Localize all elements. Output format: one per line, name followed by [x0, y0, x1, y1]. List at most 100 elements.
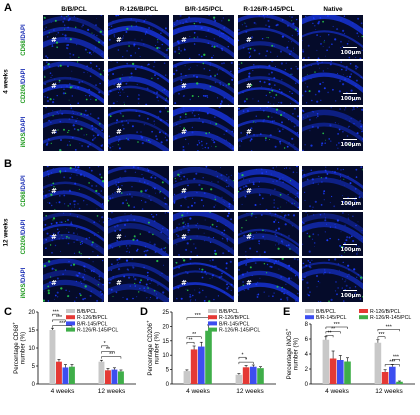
significance-bracket [377, 336, 386, 339]
bar [389, 366, 396, 384]
bar [62, 367, 69, 384]
significance-label: ** [327, 330, 331, 336]
sample-mark: # [181, 82, 187, 90]
tissue-image [302, 166, 363, 210]
significance-bracket [384, 364, 400, 367]
x-tick-label: 4 weeks [186, 388, 211, 395]
column-heading-both: R-126/R-145/PCL [243, 6, 295, 13]
micrograph-tile: # [43, 15, 104, 59]
significance-label: *** [53, 309, 59, 315]
y-tick-label: 0 [166, 382, 170, 388]
column-heading-r145: B/R-145/PCL [184, 6, 224, 13]
bar [190, 349, 198, 384]
tissue-image [173, 107, 234, 151]
sample-mark: # [116, 279, 122, 287]
significance-label: ** [106, 347, 110, 353]
significance-bracket [101, 351, 115, 354]
significance-bracket [52, 319, 66, 322]
row-label-a-inos: iNOS/DAPI [21, 116, 27, 148]
sample-mark: # [51, 128, 57, 136]
chart-cd206: Percentage CD206+number (%) 0 5 10 15 20 25 4 w… [140, 306, 283, 415]
y-tick-label: 0 [32, 382, 36, 388]
tissue-image [302, 15, 363, 59]
tissue-image [173, 166, 234, 210]
legend-label: B/R-145/PCL [77, 321, 108, 327]
tissue-image [108, 166, 169, 210]
scale-bar [343, 138, 357, 140]
bar [250, 366, 257, 384]
legend-swatch [208, 315, 217, 320]
tissue-image [173, 212, 234, 256]
tissue-image [238, 258, 299, 302]
bar [337, 360, 344, 384]
y-axis-label: Percentage CD68+number (%) [12, 322, 27, 374]
scale-bar [343, 92, 357, 94]
micrograph-tile: # [238, 61, 299, 105]
scale-bar [343, 243, 357, 245]
bar [56, 361, 62, 384]
group-label-12-weeks: 12 weeks [2, 218, 10, 247]
significance-label: *** [334, 322, 340, 328]
y-axis-label: Percentage iNOS+number (%) [285, 328, 300, 379]
tissue-image [43, 166, 104, 210]
scale-bar-label: 100μm [340, 247, 361, 253]
tissue-image [238, 212, 299, 256]
significance-bracket [392, 359, 400, 362]
legend-swatch [359, 315, 368, 320]
scale-bar [343, 289, 357, 291]
significance-label: * [241, 352, 243, 358]
scale-bar-label: 100μm [340, 50, 361, 56]
panel-letter-a: A [4, 2, 12, 14]
tissue-image [238, 61, 299, 105]
significance-bracket [101, 356, 122, 359]
bar [111, 369, 118, 384]
sample-mark: # [51, 279, 57, 287]
row-label-b-inos: iNOS/DAPI [21, 267, 27, 299]
significance-bracket [238, 361, 254, 365]
tissue-image [173, 15, 234, 59]
significance-label: *** [59, 321, 65, 327]
micrograph-tile: 100μm [302, 61, 363, 105]
sample-mark: # [181, 187, 187, 195]
sample-mark: # [246, 187, 252, 195]
scale-bar [343, 46, 357, 48]
y-tick-label: 6 [305, 337, 309, 343]
bar [322, 339, 330, 384]
group-label-4-weeks: 4 weeks [2, 69, 10, 94]
legend-label: R-126/R-145/PCL [370, 315, 411, 321]
panel-letter-e: E [283, 306, 291, 318]
panel-letter-c: C [4, 306, 12, 318]
y-axis-label: Percentage CD206+number (%) [146, 320, 161, 376]
significance-bracket [377, 329, 400, 332]
row-label-b-cd68: CD68/DAPI [21, 175, 27, 207]
legend-swatch [66, 327, 75, 332]
legend-label: B/R-145/PCL [219, 321, 250, 327]
tissue-image [43, 107, 104, 151]
tissue-image [238, 15, 299, 59]
micrograph-tile: # [43, 166, 104, 210]
significance-label: * [104, 341, 106, 347]
y-tick-label: 10 [28, 346, 35, 352]
legend-label: R-126/R-145/PCL [219, 328, 260, 334]
sample-mark: # [246, 82, 252, 90]
micrograph-tile: # [238, 107, 299, 151]
legend-label: B/B/PCL [316, 309, 336, 315]
bar [257, 368, 264, 384]
tissue-image [108, 61, 169, 105]
legend-label: R-126/B/PCL [370, 309, 401, 315]
y-tick-label: 10 [162, 353, 169, 359]
scale-bar-label: 100μm [340, 142, 361, 148]
panel-letter-b: B [4, 158, 12, 170]
legend-swatch [66, 321, 75, 326]
significance-bracket [325, 331, 341, 334]
micrograph-tile: # [108, 15, 169, 59]
sample-mark: # [116, 233, 122, 241]
significance-bracket [325, 326, 348, 329]
significance-bracket [186, 336, 202, 339]
significance-bracket [186, 341, 195, 345]
bar [344, 361, 351, 384]
micrograph-tile: # [43, 107, 104, 151]
tissue-image [108, 258, 169, 302]
chart-inos: Percentage iNOS+number (%) 0 2 4 6 8 4 weeks 12… [283, 306, 420, 415]
bar [69, 366, 75, 384]
